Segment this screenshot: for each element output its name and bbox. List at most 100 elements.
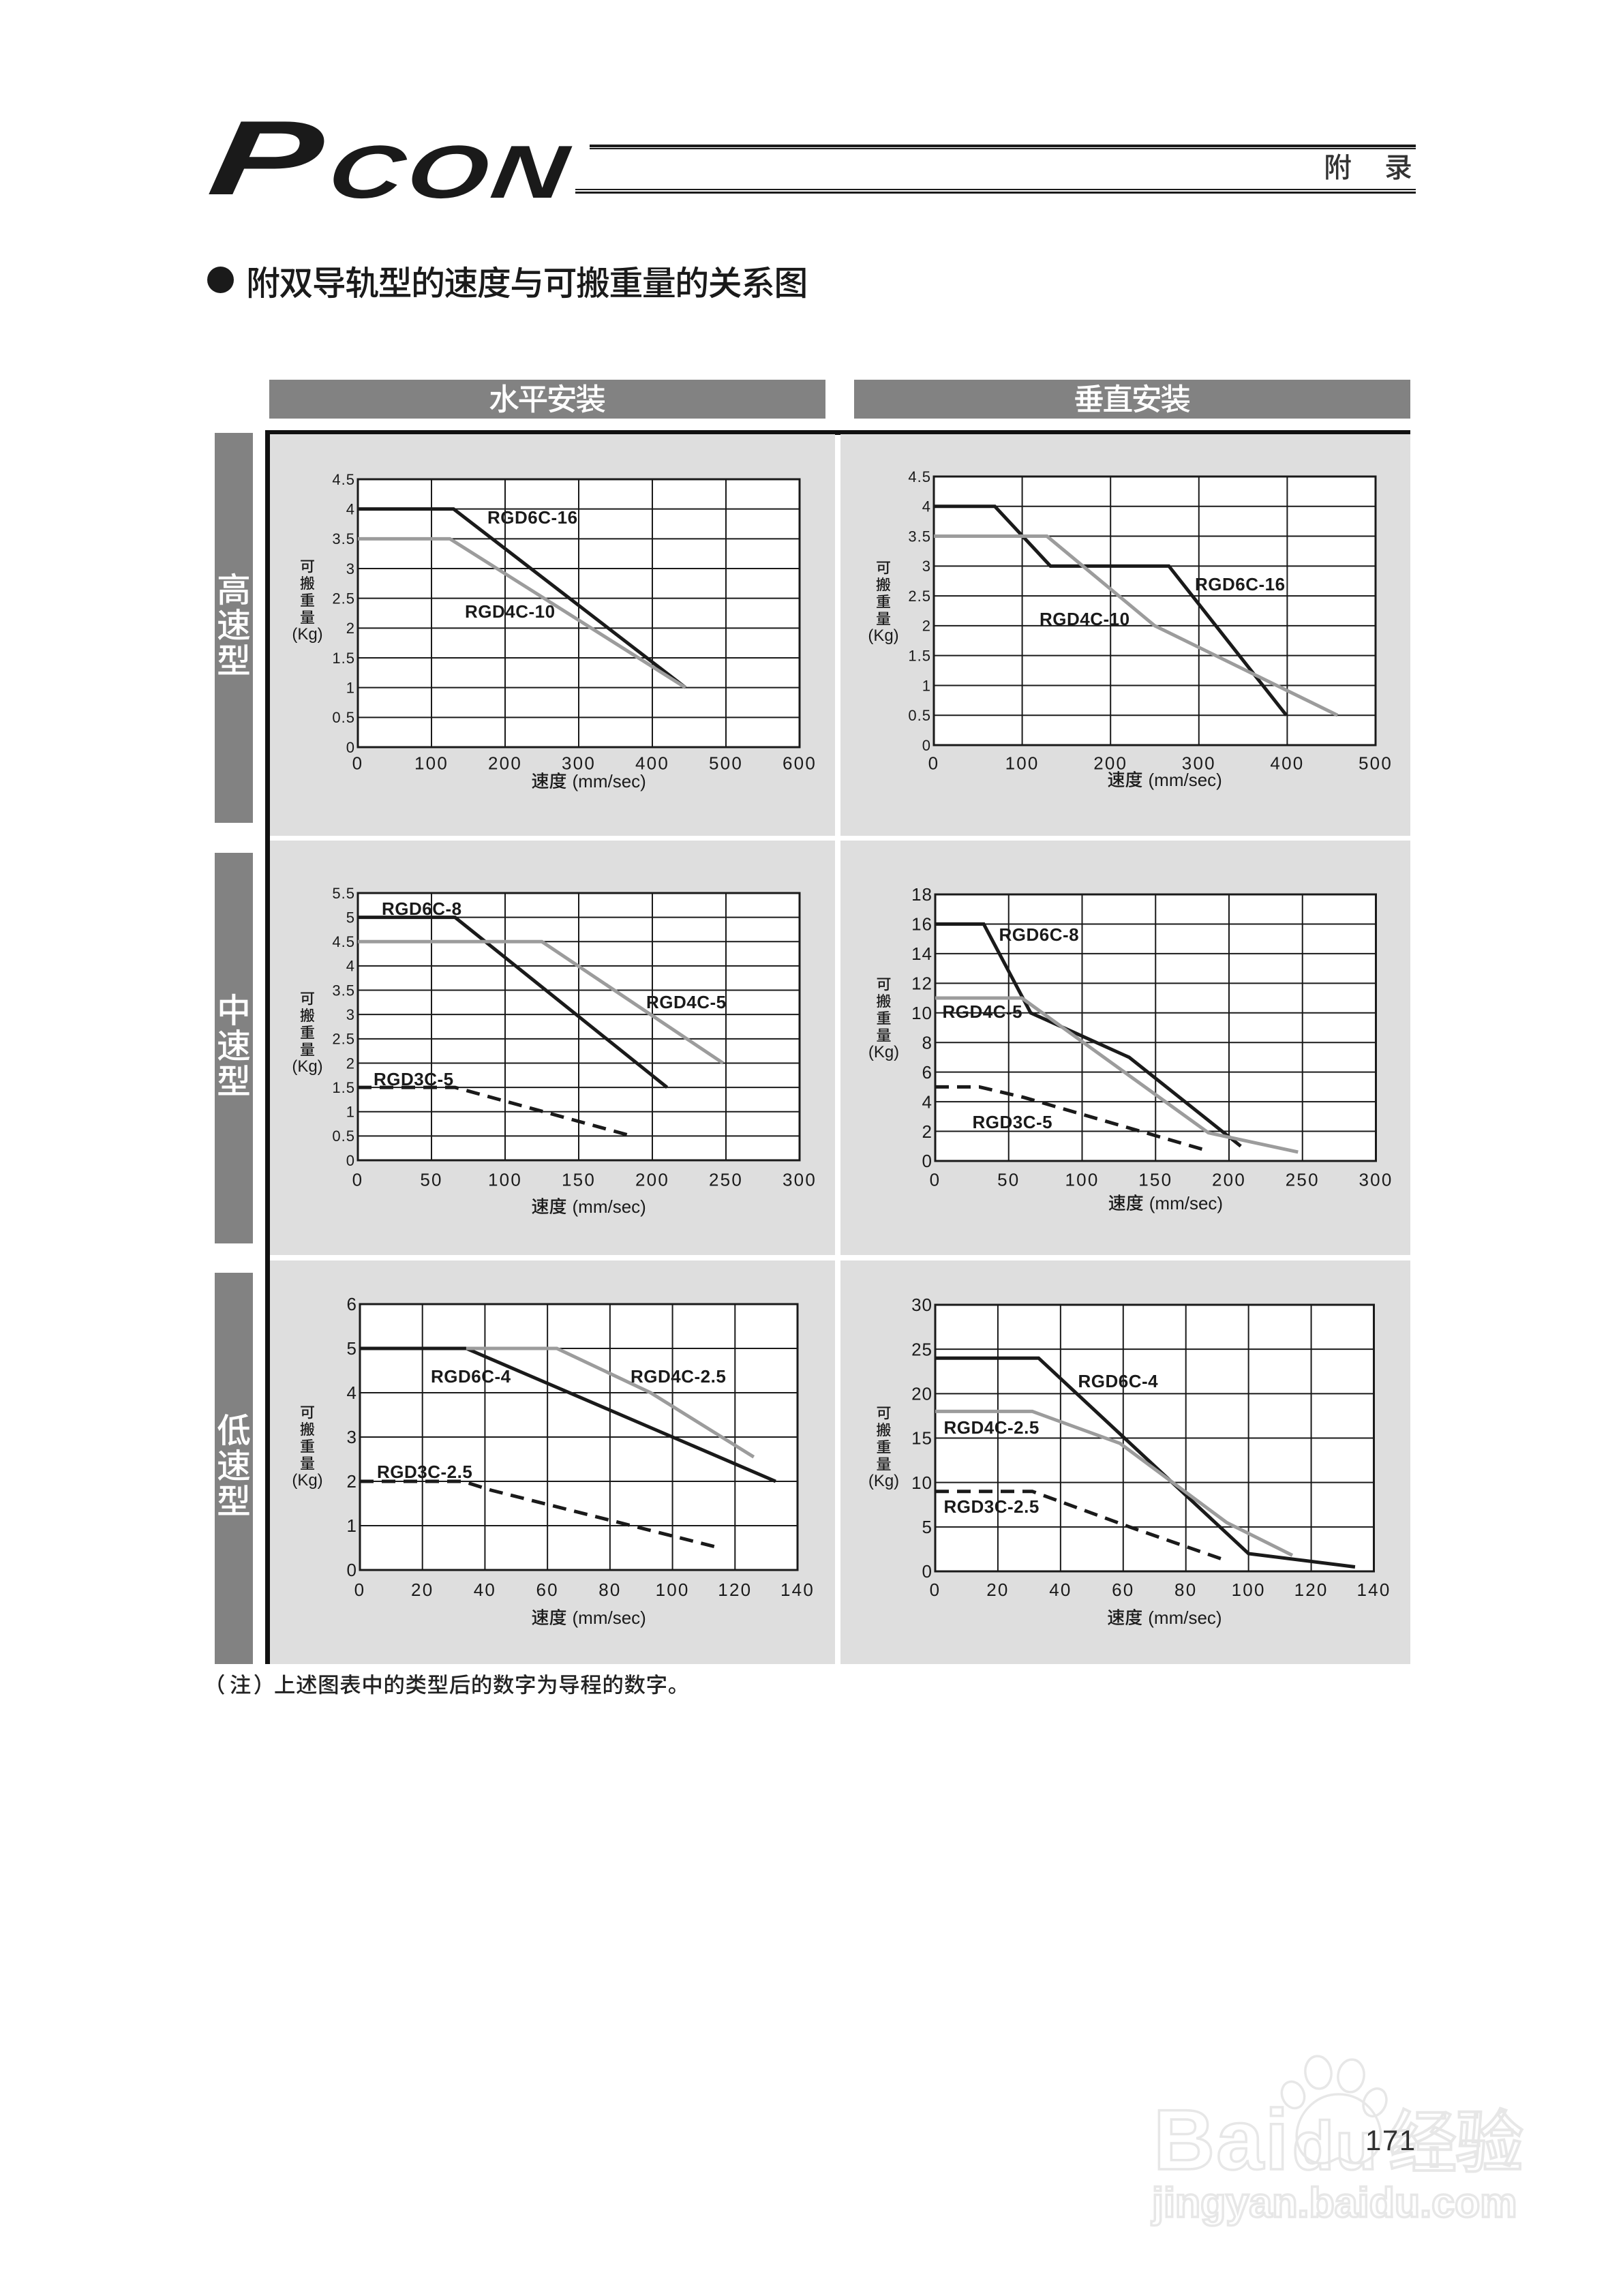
- svg-text:140: 140: [780, 1580, 815, 1600]
- svg-text:20: 20: [986, 1580, 1009, 1600]
- svg-text:0: 0: [929, 1580, 941, 1600]
- svg-text:100: 100: [656, 1580, 690, 1600]
- svg-text:60: 60: [1112, 1580, 1134, 1600]
- svg-text:3: 3: [346, 560, 355, 577]
- svg-text:3.5: 3.5: [908, 528, 931, 545]
- svg-text:400: 400: [635, 753, 669, 774]
- svg-text:0: 0: [928, 753, 940, 774]
- svg-text:Bai: Bai: [1153, 2093, 1290, 2188]
- svg-text:50: 50: [420, 1170, 442, 1190]
- svg-text:200: 200: [1212, 1170, 1246, 1190]
- svg-text:4.5: 4.5: [908, 468, 931, 485]
- svg-text:du: du: [1292, 2108, 1378, 2184]
- svg-text:6: 6: [922, 1062, 932, 1083]
- svg-text:RGD6C-8: RGD6C-8: [382, 898, 462, 919]
- svg-text:50: 50: [997, 1170, 1020, 1190]
- svg-text:(Kg): (Kg): [292, 1471, 322, 1490]
- svg-text:(mm/sec): (mm/sec): [573, 771, 646, 791]
- svg-text:100: 100: [414, 753, 449, 774]
- svg-text:8: 8: [922, 1032, 932, 1053]
- svg-text:30: 30: [911, 1295, 932, 1315]
- svg-text:1: 1: [346, 679, 355, 696]
- svg-text:10: 10: [911, 1472, 932, 1493]
- svg-text:20: 20: [411, 1580, 434, 1600]
- svg-text:400: 400: [1270, 753, 1304, 774]
- svg-text:RGD6C-16: RGD6C-16: [487, 507, 578, 528]
- svg-text:0: 0: [922, 1561, 932, 1582]
- svg-text:16: 16: [911, 914, 932, 935]
- svg-text:RGD4C-5: RGD4C-5: [942, 1001, 1022, 1022]
- svg-text:RGD3C-2.5: RGD3C-2.5: [377, 1462, 472, 1482]
- svg-text:0: 0: [922, 737, 931, 754]
- svg-text:40: 40: [474, 1580, 496, 1600]
- svg-text:RGD4C-10: RGD4C-10: [1040, 609, 1130, 629]
- svg-text:P: P: [202, 100, 330, 217]
- svg-text:300: 300: [783, 1170, 817, 1190]
- svg-text:RGD4C-5: RGD4C-5: [646, 992, 727, 1012]
- svg-text:RGD4C-10: RGD4C-10: [465, 601, 556, 622]
- svg-text:(Kg): (Kg): [868, 1043, 898, 1061]
- svg-text:RGD3C-5: RGD3C-5: [972, 1112, 1052, 1132]
- svg-text:RGD3C-5: RGD3C-5: [374, 1069, 454, 1089]
- svg-text:120: 120: [718, 1580, 752, 1600]
- svg-text:60: 60: [536, 1580, 558, 1600]
- svg-text:(Kg): (Kg): [868, 1472, 898, 1490]
- svg-text:3: 3: [347, 1427, 357, 1447]
- svg-text:(Kg): (Kg): [292, 625, 322, 644]
- svg-text:1.5: 1.5: [332, 1079, 355, 1096]
- svg-text:140: 140: [1356, 1580, 1391, 1600]
- svg-text:2: 2: [347, 1471, 357, 1492]
- svg-text:0.5: 0.5: [908, 707, 931, 724]
- svg-text:5.5: 5.5: [332, 885, 355, 902]
- svg-text:4: 4: [346, 958, 355, 975]
- svg-text:4.5: 4.5: [332, 933, 355, 950]
- svg-text:1: 1: [922, 677, 931, 694]
- svg-text:0: 0: [929, 1170, 941, 1190]
- svg-text:300: 300: [562, 753, 596, 774]
- svg-text:2: 2: [922, 1121, 932, 1142]
- svg-text:2.5: 2.5: [332, 1031, 355, 1048]
- svg-text:300: 300: [1182, 753, 1216, 774]
- svg-text:1.5: 1.5: [908, 647, 931, 664]
- svg-text:18: 18: [911, 884, 932, 905]
- svg-text:0.5: 0.5: [332, 709, 355, 726]
- svg-text:15: 15: [911, 1428, 932, 1449]
- svg-text:4: 4: [347, 1383, 357, 1403]
- svg-text:2.5: 2.5: [332, 590, 355, 607]
- svg-text:0: 0: [346, 739, 355, 756]
- svg-text:4.5: 4.5: [332, 471, 355, 488]
- svg-text:25: 25: [911, 1339, 932, 1359]
- svg-text:(mm/sec): (mm/sec): [1148, 1607, 1222, 1628]
- svg-text:100: 100: [1005, 753, 1040, 774]
- svg-text:1: 1: [346, 1104, 355, 1121]
- svg-text:250: 250: [709, 1170, 743, 1190]
- svg-text:2.5: 2.5: [908, 588, 931, 605]
- svg-text:12: 12: [911, 973, 932, 994]
- svg-text:jingyan.baidu.com: jingyan.baidu.com: [1151, 2179, 1517, 2226]
- svg-text:RGD6C-16: RGD6C-16: [1195, 574, 1286, 594]
- svg-text:80: 80: [1174, 1580, 1197, 1600]
- svg-text:RGD6C-4: RGD6C-4: [431, 1366, 511, 1387]
- svg-text:500: 500: [1359, 753, 1393, 774]
- svg-text:2: 2: [922, 618, 931, 635]
- svg-text:0: 0: [354, 1580, 366, 1600]
- svg-text:3: 3: [922, 558, 931, 575]
- svg-text:10: 10: [911, 1003, 932, 1023]
- svg-text:600: 600: [783, 753, 817, 774]
- svg-text:RGD3C-2.5: RGD3C-2.5: [943, 1496, 1039, 1517]
- svg-text:(Kg): (Kg): [292, 1057, 322, 1076]
- svg-text:(mm/sec): (mm/sec): [1149, 1193, 1222, 1213]
- svg-text:150: 150: [1138, 1170, 1172, 1190]
- svg-text:40: 40: [1049, 1580, 1072, 1600]
- svg-text:0: 0: [346, 1152, 355, 1169]
- svg-text:2: 2: [346, 620, 355, 637]
- svg-text:14: 14: [911, 943, 932, 964]
- svg-text:150: 150: [562, 1170, 596, 1190]
- svg-text:3.5: 3.5: [332, 982, 355, 999]
- svg-text:6: 6: [347, 1294, 357, 1314]
- svg-text:500: 500: [709, 753, 743, 774]
- svg-text:0.5: 0.5: [332, 1128, 355, 1145]
- svg-text:3.5: 3.5: [332, 530, 355, 547]
- svg-text:120: 120: [1294, 1580, 1328, 1600]
- svg-text:20: 20: [911, 1384, 932, 1404]
